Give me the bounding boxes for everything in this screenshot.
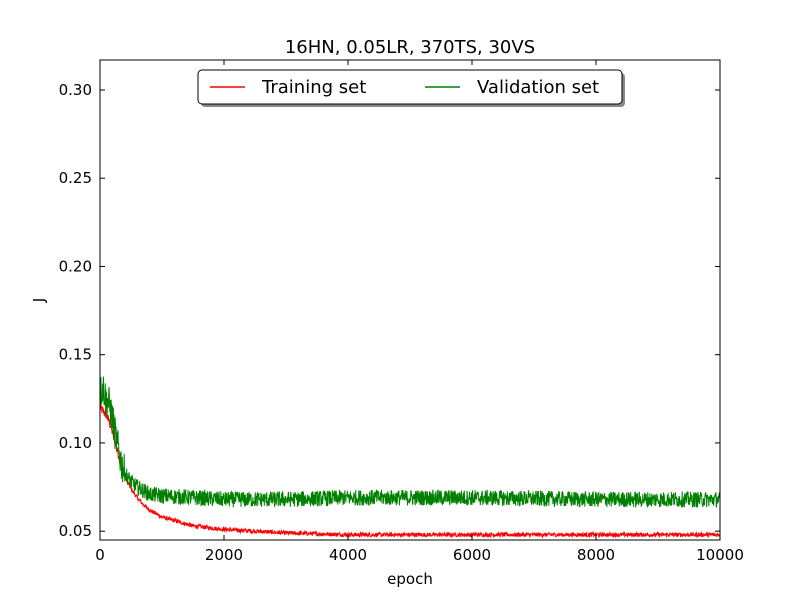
x-tick-label: 10000 bbox=[696, 546, 744, 564]
y-tick-label: 0.20 bbox=[59, 257, 92, 275]
x-tick-label: 4000 bbox=[329, 546, 367, 564]
y-tick-label: 0.10 bbox=[59, 434, 92, 452]
x-tick-label: 8000 bbox=[577, 546, 615, 564]
y-tick-label: 0.25 bbox=[59, 169, 92, 187]
x-tick-label: 6000 bbox=[453, 546, 491, 564]
series-line-training bbox=[99, 404, 721, 539]
axis-ticks: 0 2000 4000 6000 8000 10000 0.05 0.10 0.15 0.20 0.… bbox=[59, 60, 744, 564]
x-tick-label: 0 bbox=[95, 546, 105, 564]
x-tick-label: 2000 bbox=[205, 546, 243, 564]
legend-box bbox=[197, 69, 623, 105]
legend-label-training: Training set bbox=[261, 77, 366, 98]
series-line-validation bbox=[99, 376, 721, 509]
x-axis-label: epoch bbox=[387, 570, 433, 588]
chart-title: 16HN, 0.05LR, 370TS, 30VS bbox=[285, 37, 535, 58]
y-tick-label: 0.05 bbox=[59, 522, 92, 540]
legend-label-validation: Validation set bbox=[477, 77, 599, 98]
y-axis-label: J bbox=[30, 298, 48, 303]
legend: Training set Validation set bbox=[197, 69, 625, 107]
y-tick-label: 0.15 bbox=[59, 346, 92, 364]
plot-lines bbox=[99, 376, 721, 539]
y-tick-label: 0.30 bbox=[59, 81, 92, 99]
plot-frame bbox=[99, 59, 721, 541]
